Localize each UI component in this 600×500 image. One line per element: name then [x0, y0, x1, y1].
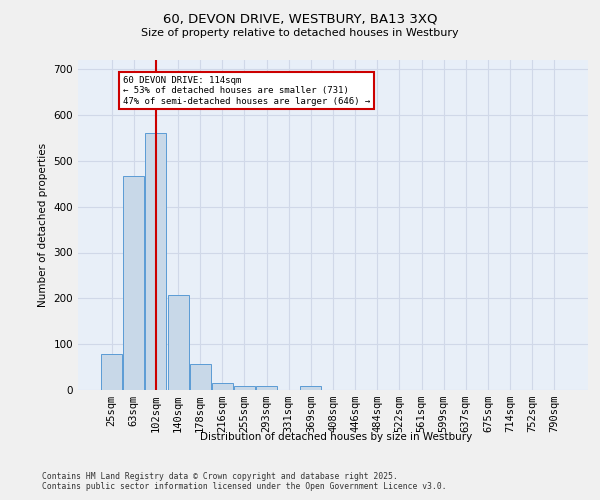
Bar — [256, 386, 277, 390]
Bar — [301, 386, 322, 390]
Text: Contains public sector information licensed under the Open Government Licence v3: Contains public sector information licen… — [42, 482, 446, 491]
Bar — [234, 386, 255, 390]
Text: Distribution of detached houses by size in Westbury: Distribution of detached houses by size … — [200, 432, 472, 442]
Bar — [190, 364, 211, 390]
Text: 60 DEVON DRIVE: 114sqm
← 53% of detached houses are smaller (731)
47% of semi-de: 60 DEVON DRIVE: 114sqm ← 53% of detached… — [123, 76, 370, 106]
Text: 60, DEVON DRIVE, WESTBURY, BA13 3XQ: 60, DEVON DRIVE, WESTBURY, BA13 3XQ — [163, 12, 437, 26]
Text: Size of property relative to detached houses in Westbury: Size of property relative to detached ho… — [141, 28, 459, 38]
Bar — [212, 383, 233, 390]
Text: Contains HM Land Registry data © Crown copyright and database right 2025.: Contains HM Land Registry data © Crown c… — [42, 472, 398, 481]
Bar — [145, 134, 166, 390]
Bar — [101, 354, 122, 390]
Bar — [167, 295, 188, 390]
Y-axis label: Number of detached properties: Number of detached properties — [38, 143, 48, 307]
Bar — [124, 176, 145, 390]
